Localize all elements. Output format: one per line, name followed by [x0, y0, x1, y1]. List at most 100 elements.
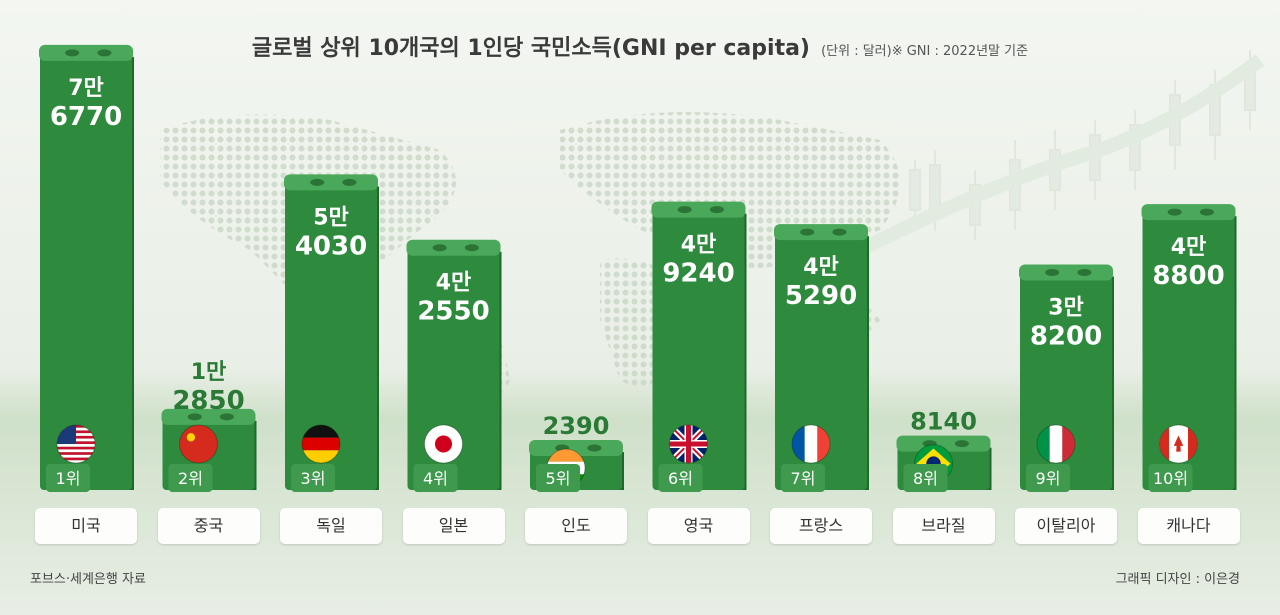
bar-cap-hole [1167, 208, 1182, 216]
bar-cap-hole [219, 413, 234, 421]
rank-label: 1위 [56, 469, 81, 488]
canada-flag-icon [1159, 425, 1198, 463]
flag-part [1062, 425, 1075, 463]
value-label-rest: 2850 [172, 386, 244, 416]
bar-cap [406, 239, 501, 256]
bar-cap-hole [187, 413, 202, 421]
rank-label: 6위 [668, 469, 693, 488]
bar-cap [651, 201, 746, 218]
bar [285, 182, 377, 490]
rank-label: 7위 [791, 469, 816, 488]
flag-part [302, 425, 340, 438]
rank-label: 9위 [1036, 469, 1061, 488]
flag-part [57, 444, 95, 447]
flag-part [1159, 425, 1169, 463]
value-label-rest: 9240 [662, 259, 734, 289]
category-label: 프랑스 [770, 508, 872, 544]
bar-group-5: 2390 5위 [529, 412, 624, 492]
flag-part [792, 425, 805, 463]
value-label-man: 4만 [436, 271, 472, 296]
bar [1142, 212, 1235, 490]
rank-tab [291, 464, 335, 492]
flag-rim [179, 424, 218, 464]
flag-part [547, 449, 585, 462]
rank-label: 4위 [423, 469, 448, 488]
chart-title: 글로벌 상위 10개국의 1인당 국민소득(GNI per capita) [251, 36, 810, 61]
flag-leaf [1173, 435, 1184, 452]
value-label-man: 4만 [803, 255, 839, 280]
flag-part [1188, 425, 1198, 463]
bar-cap-hole [709, 206, 724, 214]
rank-label: 2위 [178, 469, 203, 488]
rank-tab [168, 464, 213, 492]
rank-label: 5위 [546, 469, 571, 488]
china-flag-icon [179, 425, 218, 463]
rank-tab [658, 464, 703, 492]
flag-sun [434, 435, 453, 453]
flag-part [1049, 425, 1063, 463]
rank-tab [781, 464, 825, 492]
rank-tab [413, 464, 458, 492]
bar-cap [1019, 264, 1113, 281]
flag-rim [1036, 424, 1076, 464]
bar [40, 52, 132, 491]
category-label: 일본 [402, 508, 505, 544]
bar-cap [284, 174, 378, 191]
value-label-man: 4만 [681, 233, 717, 258]
value-label: 2390 [543, 412, 610, 440]
graphic-credit: 그래픽 디자인 : 이은경 [1115, 572, 1240, 587]
bar-cap [161, 408, 256, 425]
bar-cap [896, 435, 991, 452]
flag-rim [669, 424, 708, 464]
value-label-man: 1만 [191, 360, 227, 385]
value-label-rest: 2550 [417, 297, 489, 327]
chart-subtitle: (단위 : 달러)※ GNI : 2022년말 기준 [821, 44, 1029, 59]
flag-part [57, 454, 95, 458]
value-label-man: 4만 [1171, 235, 1207, 260]
flag-part [57, 460, 95, 463]
source-note: 포브스·세계은행 자료 [30, 572, 146, 587]
bar-cap-hole [342, 178, 357, 186]
bar-cap-hole [677, 206, 692, 214]
flag-part [817, 425, 830, 463]
value-label-rest: 4030 [295, 231, 367, 261]
flag-rim [424, 424, 463, 464]
category-label: 영국 [647, 508, 750, 544]
rank-label: 3위 [301, 469, 326, 488]
bar-group-8: 8140 8위 [896, 408, 992, 492]
value-label-rest: 8200 [1030, 322, 1102, 352]
bar-cap-hole [464, 244, 479, 252]
rank-label: 10위 [1153, 469, 1188, 488]
rank-tab [1026, 464, 1070, 492]
bar-cap-hole [432, 244, 447, 252]
japan-flag-icon [424, 425, 463, 463]
bar-cap-hole [65, 49, 80, 57]
flag-part [302, 437, 340, 451]
bar-cap-hole [310, 178, 325, 186]
flag-rim [301, 424, 341, 464]
flag-part [669, 441, 708, 447]
flag-part [57, 446, 95, 450]
bar [407, 247, 500, 490]
value-label-man: 3만 [1048, 296, 1084, 321]
rank-tab [536, 464, 580, 492]
bar-cap-hole [832, 228, 847, 236]
flag-part [804, 425, 818, 463]
flag-rim [791, 424, 831, 464]
bar-cap-hole [1199, 208, 1214, 216]
rank-label: 8위 [913, 469, 938, 488]
value-label: 8140 [910, 408, 977, 436]
category-label: 이탈리아 [1015, 508, 1117, 544]
rank-tab [1148, 464, 1193, 492]
value-label-man: 5만 [313, 205, 349, 230]
bar-cap [1141, 204, 1236, 221]
flag-part [179, 425, 218, 463]
flag-star [186, 433, 196, 442]
value-label-rest: 8800 [1152, 261, 1224, 291]
bar-cap-hole [587, 444, 602, 452]
